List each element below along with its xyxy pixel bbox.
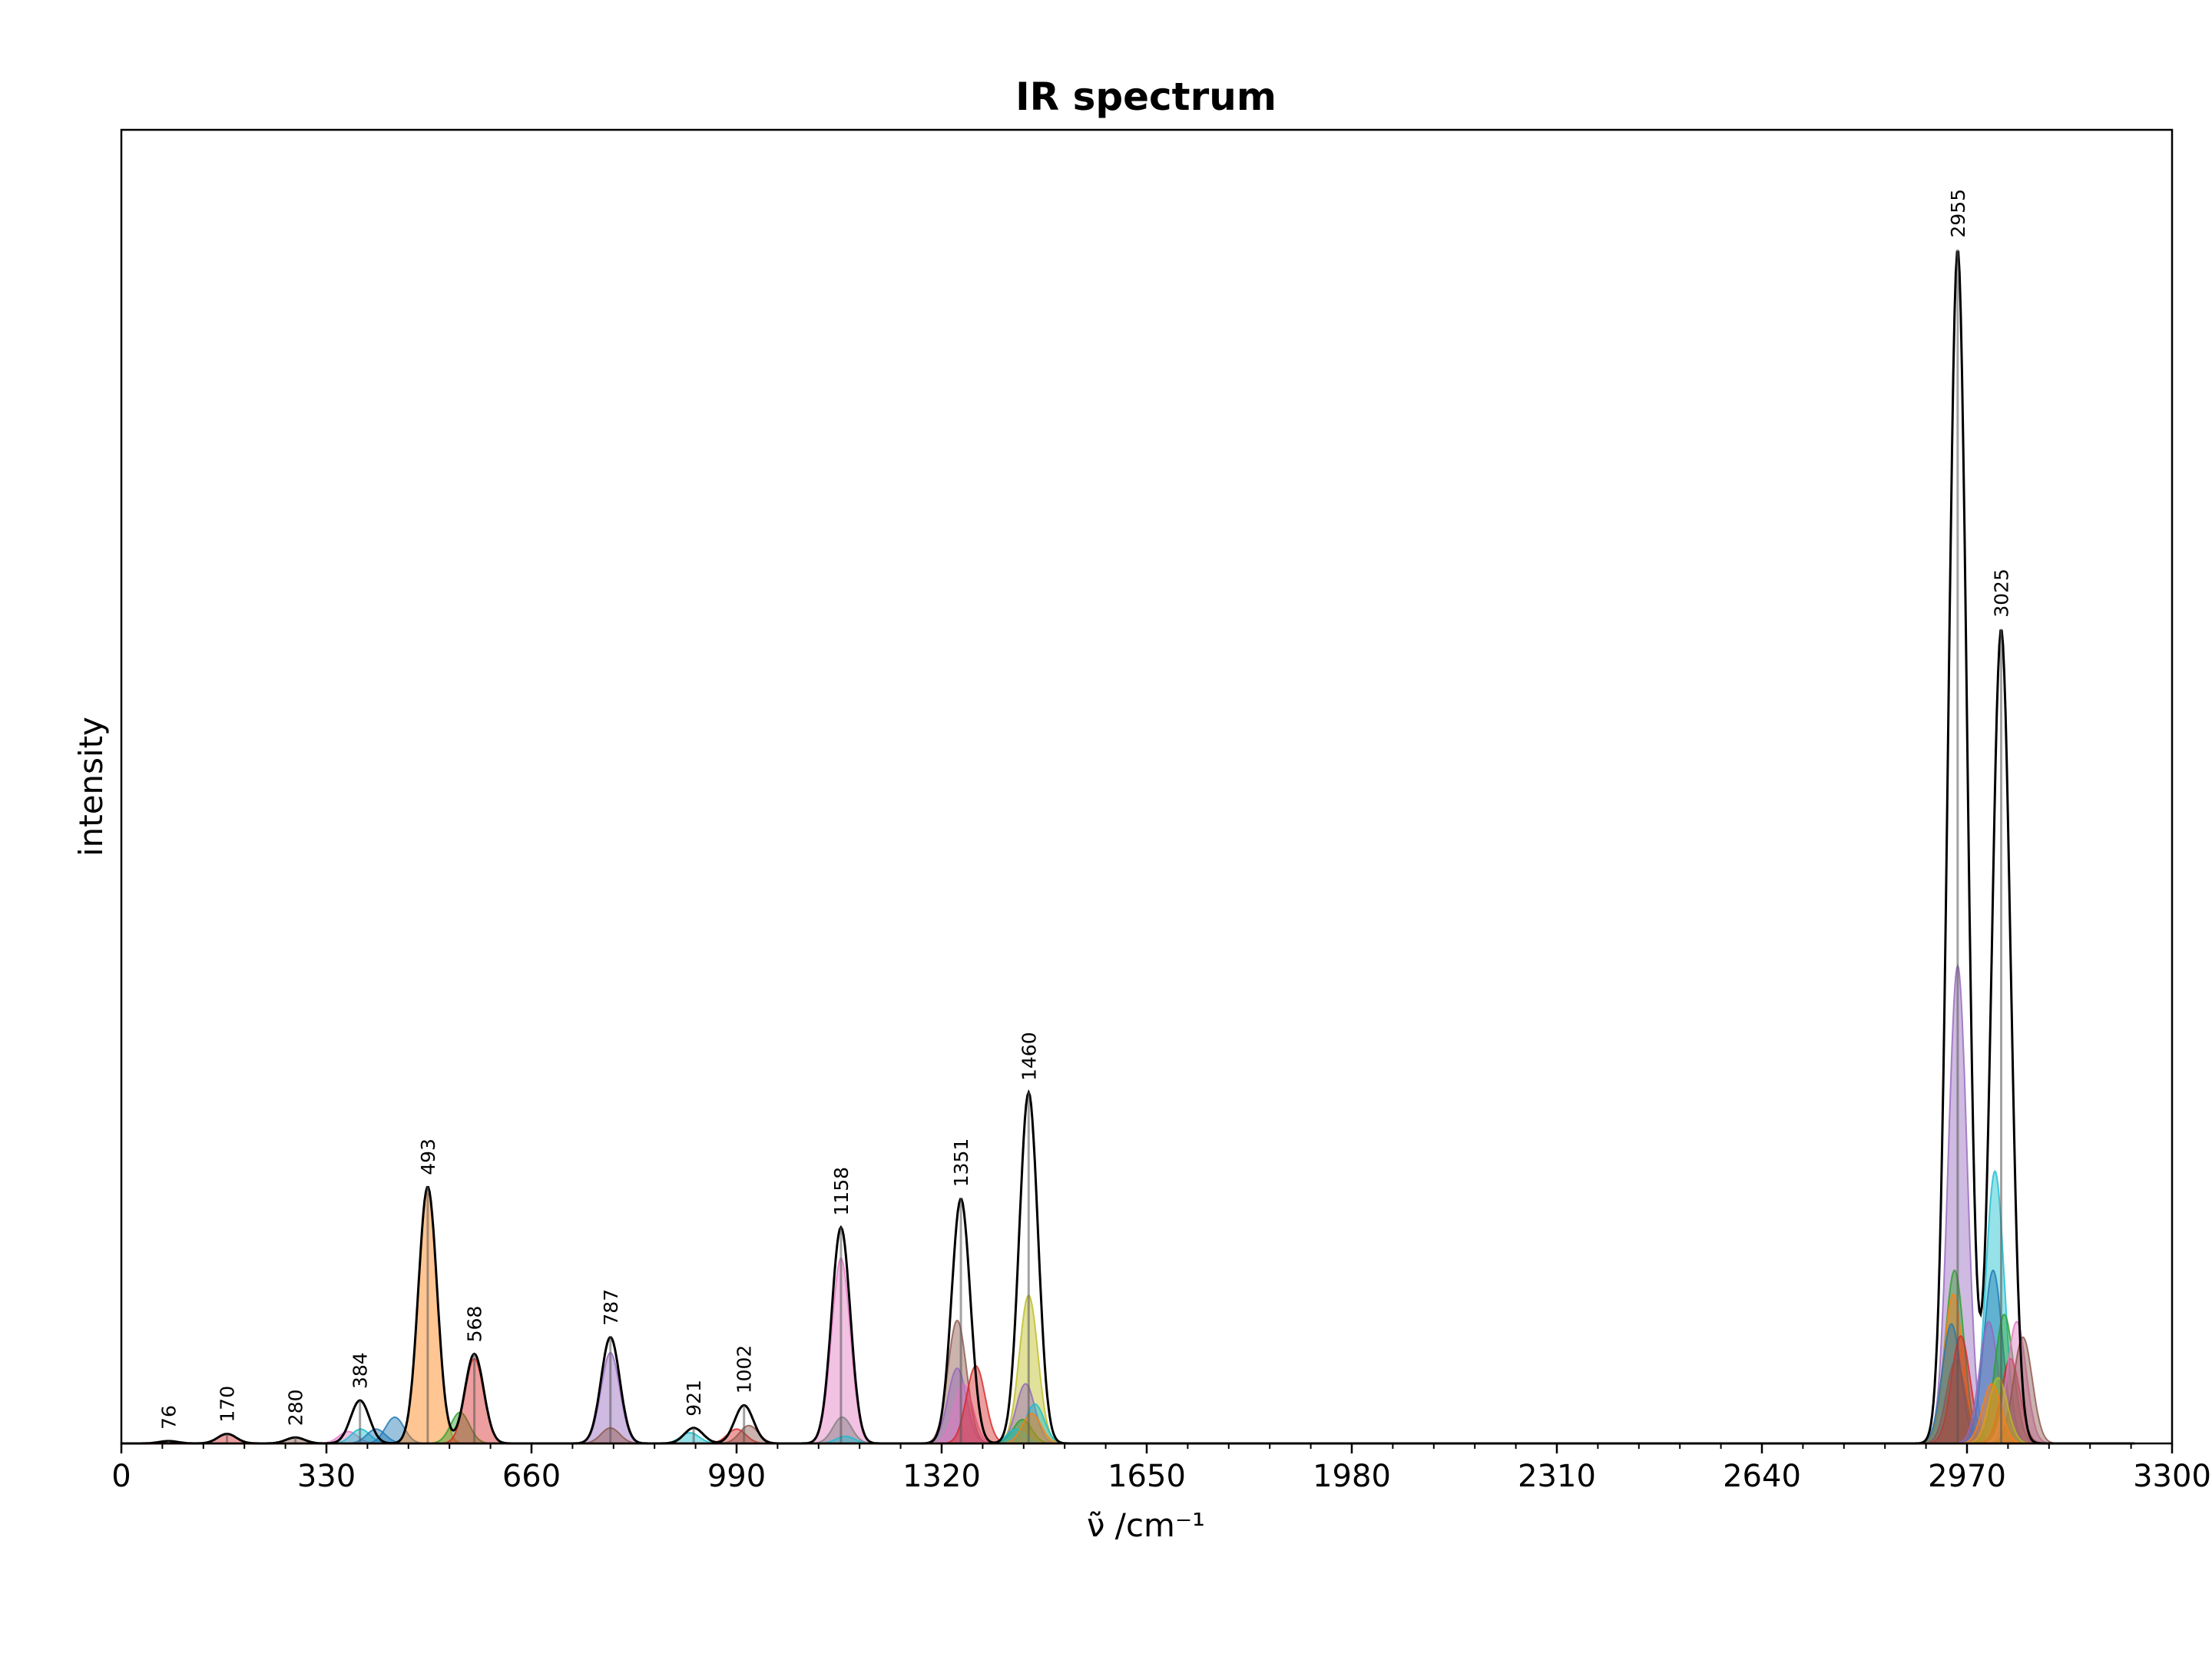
peak-labels: 76 170 280 384 493 568 787 921 1002 1158 1351 1460 2… xyxy=(158,189,2013,1430)
peak-label-1002: 1002 xyxy=(733,1345,756,1394)
peak-label-1351: 1351 xyxy=(950,1138,972,1188)
x-tick-label-660: 660 xyxy=(502,1459,561,1494)
x-tick-label-990: 990 xyxy=(707,1459,766,1494)
x-tick-label-1650: 1650 xyxy=(1108,1459,1186,1494)
x-axis: 0 330 660 990 1320 1650 1980 2310 2640 2970 3300 xyxy=(111,1443,2211,1494)
peak-label-1158: 1158 xyxy=(830,1167,853,1216)
x-tick-label-1320: 1320 xyxy=(902,1459,981,1494)
x-tick-label-0: 0 xyxy=(111,1459,131,1494)
x-tick-label-330: 330 xyxy=(297,1459,356,1494)
x-tick-label-3300: 3300 xyxy=(2133,1459,2211,1494)
chart-title: IR spectrum xyxy=(1015,75,1277,119)
x-tick-label-2970: 2970 xyxy=(1928,1459,2006,1494)
peak-label-280: 280 xyxy=(285,1389,307,1426)
peak-label-1460: 1460 xyxy=(1018,1032,1040,1081)
peak-label-170: 170 xyxy=(217,1386,239,1423)
peak-label-568: 568 xyxy=(464,1306,486,1343)
peak-label-3025: 3025 xyxy=(1991,568,2013,618)
peak-label-384: 384 xyxy=(349,1352,372,1389)
peak-label-76: 76 xyxy=(158,1405,180,1430)
x-tick-label-2640: 2640 xyxy=(1723,1459,1801,1494)
peak-label-787: 787 xyxy=(600,1289,622,1326)
x-axis-label: ν̃ /cm⁻¹ xyxy=(1087,1506,1205,1544)
peak-label-921: 921 xyxy=(683,1380,705,1417)
peak-label-2955: 2955 xyxy=(1947,189,1969,238)
x-tick-label-1980: 1980 xyxy=(1313,1459,1391,1494)
x-tick-label-2310: 2310 xyxy=(1518,1459,1596,1494)
peak-label-493: 493 xyxy=(417,1138,439,1175)
y-axis-label: intensity xyxy=(72,717,110,857)
